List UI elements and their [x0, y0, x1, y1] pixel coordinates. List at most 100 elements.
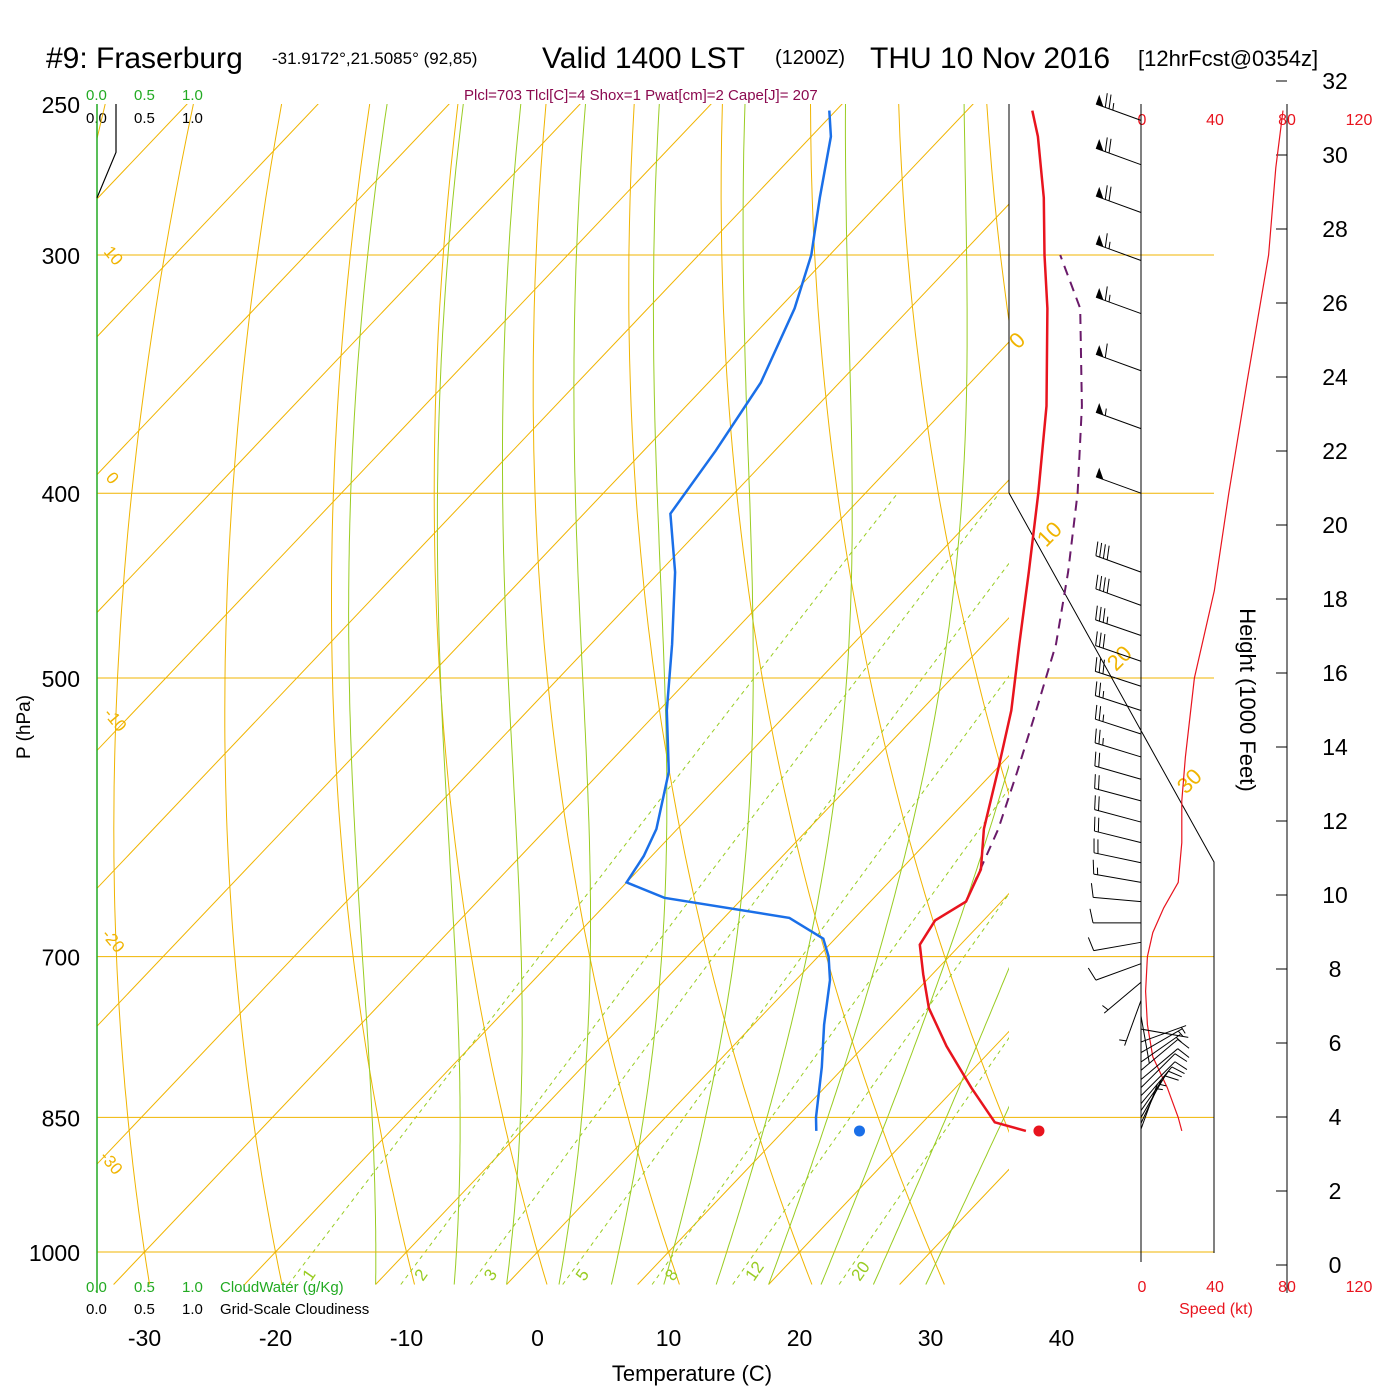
isotherm-label-left: 0	[102, 468, 123, 487]
wind-barb-half-flag	[1102, 690, 1105, 699]
dry-adiabat	[1251, 104, 1400, 1285]
height-tick-22: 22	[1322, 438, 1348, 464]
isotherm-line	[113, 341, 1009, 1285]
wind-barb-flag	[1171, 1066, 1185, 1075]
wind-barb-flag	[1089, 908, 1094, 923]
isotherm-label-left: -10	[100, 704, 130, 735]
wind-barb-flag	[1164, 1075, 1179, 1081]
right-frame-diagonal	[1008, 492, 1215, 1253]
pressure-tick-1000: 1000	[29, 1240, 80, 1266]
wind-barb-flag	[1094, 728, 1097, 743]
wind-barb-pennant	[1095, 345, 1104, 358]
wind-barb-staff	[1095, 963, 1142, 981]
surface-dewpoint-dot	[853, 1125, 865, 1137]
surface-temperature-dot	[1033, 1125, 1045, 1137]
isotherm-line	[97, 104, 712, 752]
wind-barb	[1140, 1070, 1182, 1111]
moist-adiabat	[925, 1105, 1009, 1285]
wind-barb-flag	[1094, 774, 1096, 789]
mixing-ratio-label: 12	[741, 1258, 767, 1284]
dry-adiabat	[628, 104, 813, 1285]
indices-line: Plcl=703 Tlcl[C]=4 Shox=1 Pwat[cm]=2 Cap…	[464, 87, 818, 104]
wind-barb-flag	[1104, 286, 1108, 301]
wind-barb-staff	[1093, 941, 1142, 952]
wind-barb-pennant	[1095, 287, 1104, 300]
moist-adiabat	[436, 104, 464, 1285]
isotherm-label-right: 30	[1172, 764, 1207, 799]
wind-barb-flag	[1108, 186, 1112, 201]
wind-barb	[1140, 1034, 1182, 1063]
wind-barb-flag	[1104, 93, 1108, 108]
wind-barb	[1119, 1000, 1142, 1046]
isotherm-line	[97, 104, 581, 614]
cloud-scale-top: 0.0 0.5 1.0 0.0 0.5 1.0	[86, 87, 203, 127]
wind-barb-flag	[1098, 729, 1101, 745]
wind-barb-flag	[1095, 605, 1098, 620]
wind-barb	[1140, 1028, 1184, 1054]
dry-adiabat	[224, 104, 283, 1285]
wind-barb-flag	[1098, 632, 1102, 648]
cloud-top-green-0: 0.0	[86, 87, 107, 104]
wind-barb-pennant	[1095, 467, 1104, 480]
wind-barb-staff	[1095, 147, 1142, 166]
wind-barb	[1095, 233, 1142, 261]
wind-barb-staff	[1140, 1034, 1181, 1063]
wind-barb-half-flag	[1108, 241, 1111, 249]
wind-barb-half-flag	[1108, 294, 1111, 303]
cloud-bottom-green-1: 0.5	[134, 1279, 155, 1296]
speed-tick-bottom-3: 120	[1346, 1279, 1373, 1296]
wind-barb-half-flag	[1102, 714, 1105, 722]
temperature-tick--10: -10	[390, 1325, 423, 1351]
wind-barb-flag	[1177, 1048, 1190, 1058]
wind-barb	[1092, 859, 1142, 883]
cloud-bottom-black-1: 0.5	[134, 1301, 155, 1318]
wind-barb-flag	[1106, 578, 1110, 594]
mixing-ratio-line	[470, 562, 1009, 1285]
mixing-ratio-label: 20	[847, 1258, 873, 1284]
wind-barb	[1140, 1028, 1189, 1038]
dewpoint-line	[624, 110, 833, 1131]
wind-barb	[1102, 981, 1142, 1014]
wind-barb	[1087, 963, 1142, 981]
wind-barb	[1095, 574, 1142, 606]
pressure-tick-500: 500	[42, 666, 80, 692]
wind-barb-staff	[1140, 1048, 1179, 1080]
wind-barb-staff	[1140, 1039, 1179, 1071]
wind-barb-flag	[1094, 795, 1096, 810]
isotherm-line	[506, 754, 1009, 1285]
wind-barb	[1093, 816, 1142, 844]
parcel-line	[965, 254, 1083, 903]
temperature-tick-0: 0	[531, 1325, 544, 1351]
moist-adiabat	[502, 104, 523, 1285]
wind-barb-pennant	[1095, 234, 1104, 247]
wind-barb-flag	[1095, 631, 1098, 646]
wind-barb	[1140, 1079, 1167, 1124]
wind-barb	[1095, 403, 1142, 430]
pressure-tick-700: 700	[42, 945, 80, 971]
wind-barb	[1094, 704, 1142, 735]
height-tick-18: 18	[1322, 586, 1348, 612]
wind-barb-staff	[1095, 555, 1142, 573]
wind-barb-staff	[1140, 1061, 1176, 1097]
pressure-tick-300: 300	[42, 243, 80, 269]
speed-axis-title: Speed (kt)	[1179, 1301, 1253, 1318]
wind-barb-staff	[1094, 788, 1142, 802]
cloud-bottom-black-2: 1.0	[182, 1301, 203, 1318]
wind-barb-pennant	[1095, 186, 1104, 199]
isotherm-label-right: 0	[1004, 327, 1030, 353]
wind-barb-flag	[1094, 704, 1098, 720]
dry-adiabat	[0, 104, 17, 1285]
moist-adiabat	[768, 104, 968, 1285]
isotherm-label-left: 10	[100, 242, 127, 269]
wind-barb	[1140, 1048, 1190, 1080]
wind-barb-flag	[1097, 775, 1100, 790]
station-coords: -31.9172°,21.5085° (92,85)	[272, 49, 477, 68]
mixing-ratio-line	[400, 492, 1000, 1285]
isotherm-line	[637, 892, 1009, 1285]
wind-barb-staff	[1095, 718, 1142, 735]
wind-barb-staff	[1094, 742, 1142, 758]
moist-adiabat	[348, 104, 388, 1285]
height-tick-32: 32	[1322, 68, 1348, 94]
